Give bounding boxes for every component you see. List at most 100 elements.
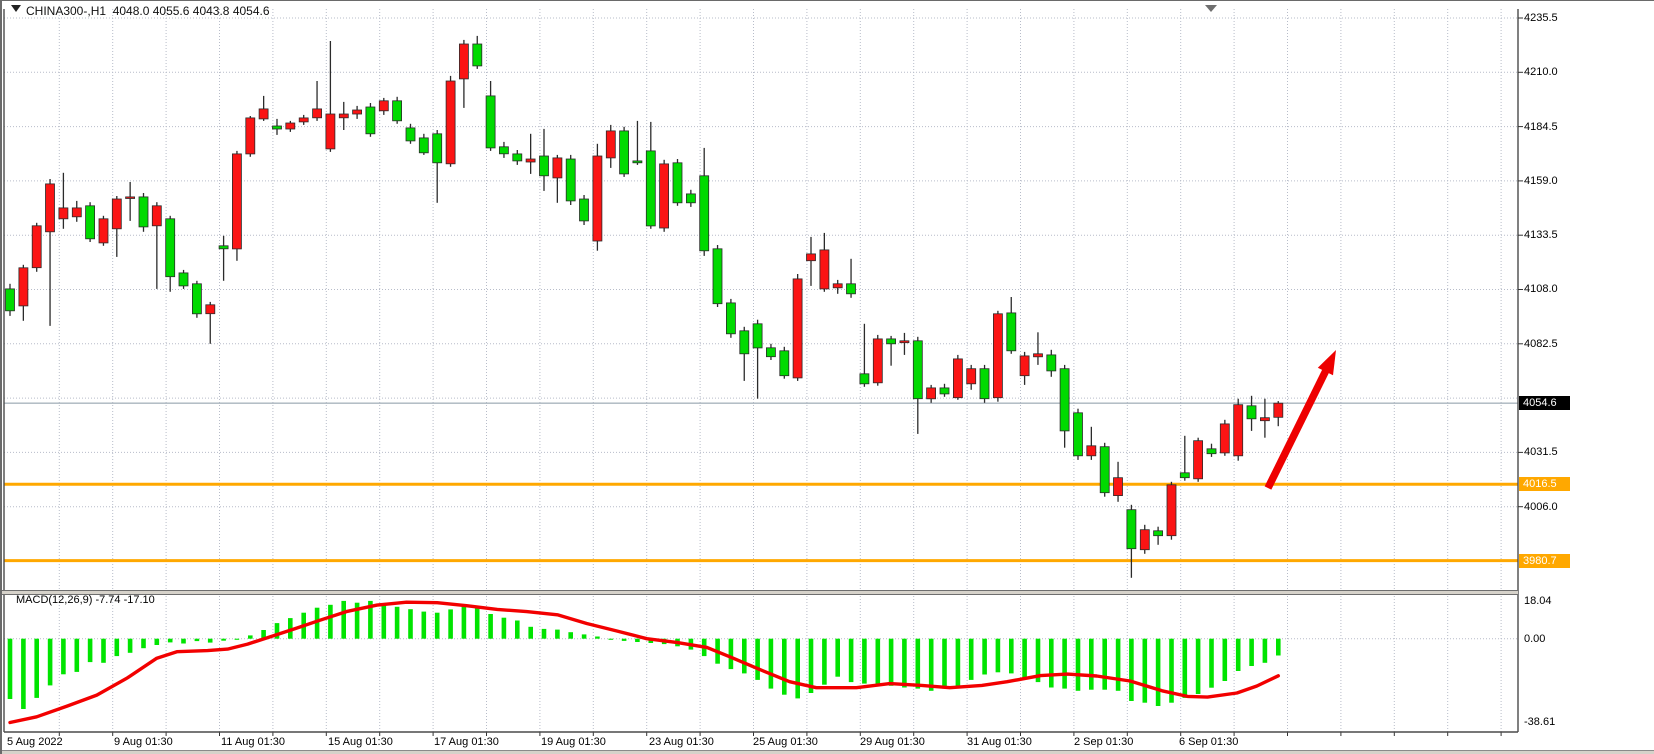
macd-histogram-bar (381, 604, 387, 639)
macd-signal-line (8, 600, 1281, 725)
time-axis-label: 29 Aug 01:30 (860, 736, 925, 748)
macd-histogram-bar (742, 638, 747, 674)
candle-body (151, 205, 162, 227)
candle-body (1193, 440, 1203, 480)
macd-histogram-bar (1182, 638, 1188, 698)
macd-histogram-bar (1049, 638, 1054, 688)
trend-arrow-shaft[interactable] (1264, 366, 1331, 490)
candle-body (592, 155, 603, 242)
candle-body (338, 113, 349, 119)
candle-body (1033, 353, 1043, 358)
macd-histogram-bar (101, 638, 106, 663)
macd-histogram-bar (955, 638, 961, 688)
candle-body (1246, 405, 1257, 420)
candle-body (739, 330, 750, 355)
macd-histogram-bar (61, 638, 66, 675)
candle-body (285, 122, 296, 130)
macd-histogram-bar (501, 617, 507, 639)
macd-histogram-bar (87, 638, 93, 663)
time-axis-label: 19 Aug 01:30 (541, 736, 606, 748)
current-price-badge: 4054.6 (1519, 396, 1570, 410)
macd-histogram-bar (421, 611, 427, 639)
macd-histogram-bar (635, 638, 640, 642)
time-axis-label: 31 Aug 01:30 (967, 736, 1032, 748)
trend-arrow-head[interactable] (1317, 350, 1336, 376)
candle-body (378, 100, 389, 112)
macd-histogram-bar (755, 638, 760, 680)
candle-body (1099, 446, 1110, 494)
panel-separator[interactable] (2, 590, 1518, 595)
candle-body (432, 133, 443, 164)
macd-histogram-bar (528, 626, 533, 639)
macd-histogram-bar (154, 638, 160, 645)
candle-body (165, 218, 176, 278)
price-axis-label: 4006.0 (1524, 501, 1558, 513)
macd-histogram-bar (488, 614, 493, 639)
candle-body (1086, 445, 1097, 457)
symbol-dropdown-icon[interactable] (11, 5, 21, 12)
macd-histogram-bar (47, 638, 53, 686)
macd-histogram-bar (595, 636, 600, 639)
macd-histogram-bar (1035, 638, 1041, 683)
macd-histogram-bar (968, 638, 974, 680)
macd-histogram-bar (1235, 638, 1241, 671)
macd-histogram-bar (1222, 638, 1228, 681)
level-price-badge: 3980.7 (1519, 554, 1570, 568)
macd-histogram-bar (234, 638, 240, 640)
candle-body (445, 80, 456, 165)
candle-body (752, 323, 763, 349)
candle-body (939, 387, 950, 395)
candle-body (272, 125, 282, 130)
macd-histogram-bar (248, 635, 253, 639)
candle-body (418, 137, 429, 154)
candle-body (659, 163, 669, 229)
scroll-to-end-icon[interactable] (1205, 5, 1217, 12)
candle-body (619, 130, 629, 175)
candle-body (1179, 472, 1190, 479)
macd-indicator-label: MACD(12,26,9) -7.74 -17.10 (16, 594, 155, 606)
candle-body (405, 127, 416, 142)
macd-histogram-bar (7, 638, 13, 699)
macd-histogram-bar (1249, 638, 1254, 666)
candle-body (552, 157, 563, 179)
macd-histogram-bar (835, 638, 840, 677)
candle-body (205, 304, 216, 315)
candle-body (512, 153, 523, 162)
macd-histogram-bar (942, 638, 947, 689)
price-axis-label: 4031.5 (1524, 446, 1558, 458)
macd-histogram-bar (1195, 638, 1201, 694)
candle-body (872, 338, 883, 384)
candle-body (1126, 509, 1137, 550)
candle-body (31, 225, 42, 269)
macd-histogram-bar (1115, 638, 1121, 691)
macd-histogram-bar (181, 638, 186, 644)
price-axis-label: 4210.0 (1524, 66, 1558, 78)
macd-histogram-bar (354, 602, 360, 639)
candle-body (819, 249, 830, 290)
macd-axis-label: 0.00 (1524, 633, 1546, 645)
price-axis-label: 4235.5 (1524, 12, 1558, 24)
macd-histogram-bar (768, 638, 774, 689)
macd-histogram-bar (207, 638, 213, 643)
candle-body (125, 196, 135, 199)
level-price-badge: 4016.5 (1519, 477, 1570, 491)
candle-body (1073, 412, 1083, 457)
macd-histogram-bar (448, 609, 453, 639)
price-axis-label: 4108.0 (1524, 283, 1558, 295)
window-bottom-edge (2, 750, 1654, 754)
macd-histogram-bar (808, 638, 814, 693)
macd-histogram-bar (127, 638, 133, 653)
candle-body (258, 108, 269, 120)
candle-body (525, 158, 536, 163)
candle-body (1059, 368, 1070, 432)
candle-body (1006, 312, 1017, 352)
candle-body (98, 218, 109, 244)
price-axis-label: 4184.5 (1524, 121, 1558, 133)
candle-body (832, 283, 843, 289)
time-axis-label: 5 Aug 2022 (7, 736, 63, 748)
candle-body (472, 43, 483, 67)
macd-histogram-bar (1102, 638, 1107, 690)
macd-histogram-bar (314, 607, 320, 639)
macd-histogram-bar (141, 638, 146, 649)
